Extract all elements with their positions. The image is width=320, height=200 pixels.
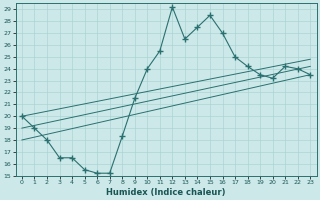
X-axis label: Humidex (Indice chaleur): Humidex (Indice chaleur) bbox=[106, 188, 226, 197]
